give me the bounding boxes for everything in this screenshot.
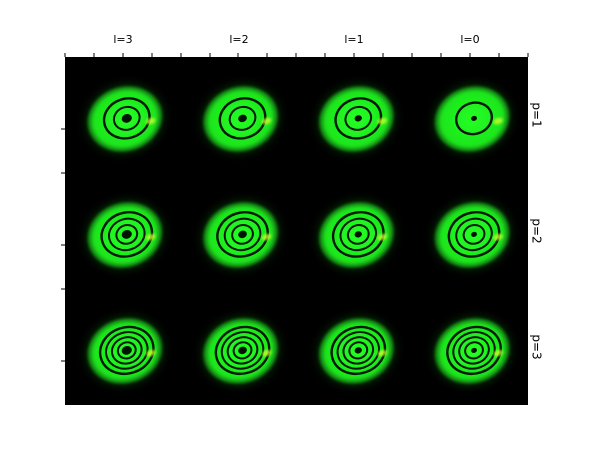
beam-panel-l2-p2 <box>191 190 291 280</box>
col-label-l0: l=0 <box>460 33 480 46</box>
beam-grid-svg <box>75 74 522 396</box>
beam-panel-l1-p3 <box>306 306 406 396</box>
beam-panel-l3-p2 <box>75 190 175 280</box>
beam-panel-l1-p1 <box>306 74 406 164</box>
beam-panel-l2-p3 <box>191 306 291 396</box>
col-label-l1: l=1 <box>344 33 364 46</box>
col-label-l3: l=3 <box>113 33 133 46</box>
beam-panel-l3-p1 <box>75 74 175 164</box>
beam-panel-l0-p2 <box>422 190 522 280</box>
beam-panel-l3-p3 <box>75 306 175 396</box>
beam-panel-l2-p1 <box>191 74 291 164</box>
beam-grid <box>65 57 528 405</box>
col-label-l2: l=2 <box>229 33 249 46</box>
beam-panel-l0-p3 <box>422 306 522 396</box>
beam-panel-l1-p2 <box>306 190 406 280</box>
beam-panel-l0-p1 <box>422 74 522 164</box>
